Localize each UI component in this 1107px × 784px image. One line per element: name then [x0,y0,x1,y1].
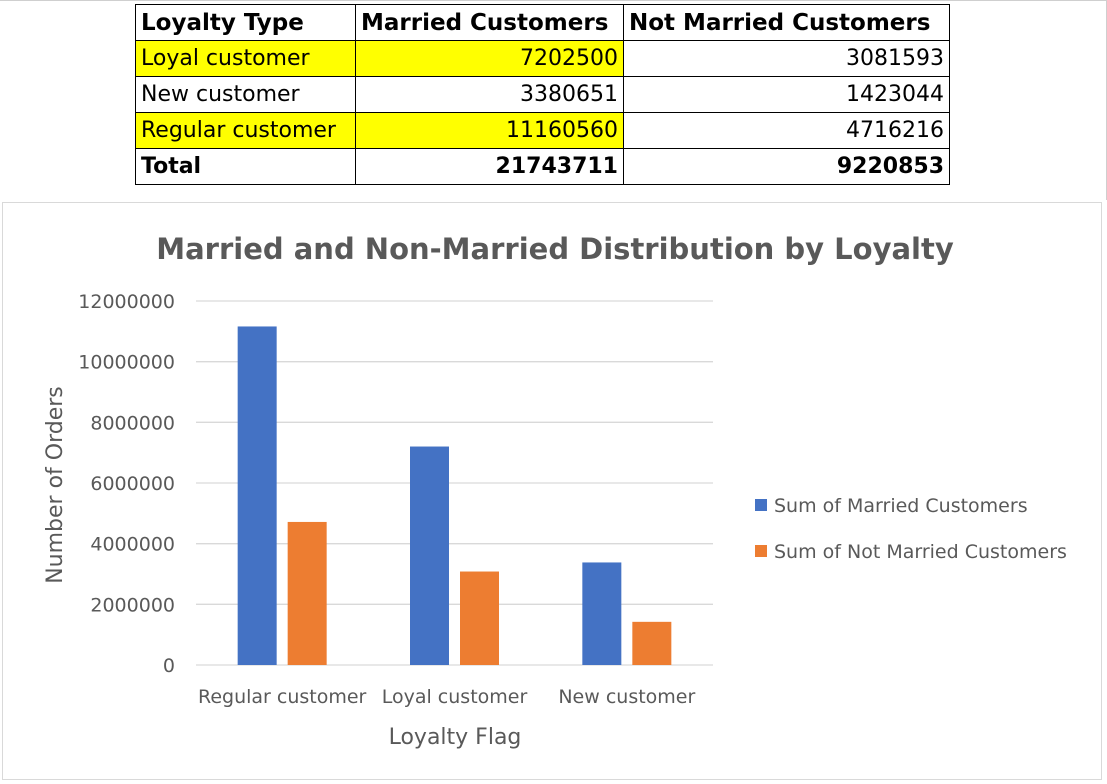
bar[interactable] [460,571,499,665]
table-header-row: Loyalty Type Married Customers Not Marri… [135,4,950,41]
loyalty-table: Loyalty Type Married Customers Not Marri… [135,4,950,185]
x-axis-title: Loyalty Flag [389,725,522,750]
x-tick-label: New customer [558,686,695,708]
cell-total-married[interactable]: 21743711 [355,148,624,185]
y-tick-label: 2000000 [90,594,175,616]
cell-total-label[interactable]: Total [135,148,356,185]
bar[interactable] [287,521,327,665]
legend-swatch [755,545,767,557]
y-axis-title: Number of Orders [43,386,68,584]
chart-area[interactable]: Married and Non-Married Distribution by … [2,202,1102,780]
y-tick-label: 4000000 [90,534,175,556]
y-tick-label: 8000000 [90,412,175,434]
cell-label[interactable]: Loyal customer [135,40,356,77]
cell-not-married[interactable]: 3081593 [623,40,950,77]
legend-label: Sum of Married Customers [774,495,1028,517]
header-married[interactable]: Married Customers [355,4,624,41]
bar[interactable] [632,621,672,665]
table-row: Loyal customer 7202500 3081593 [135,40,950,77]
y-tick-label: 12000000 [78,291,175,313]
cell-not-married[interactable]: 4716216 [623,112,950,149]
cell-label[interactable]: Regular customer [135,112,356,149]
y-tick-label: 10000000 [78,352,175,374]
x-tick-label: Regular customer [198,686,367,708]
cell-married[interactable]: 7202500 [355,40,624,77]
cell-not-married[interactable]: 1423044 [623,76,950,113]
legend-swatch [755,499,767,511]
header-loyalty-type[interactable]: Loyalty Type [135,4,356,41]
cell-label[interactable]: New customer [135,76,356,113]
y-tick-label: 0 [163,655,175,677]
cell-married[interactable]: 3380651 [355,76,624,113]
bar-chart: Married and Non-Married Distribution by … [43,232,1067,750]
table-row: New customer 3380651 1423044 [135,76,950,113]
x-tick-label: Loyal customer [382,686,528,708]
legend-label: Sum of Not Married Customers [774,541,1067,563]
bar[interactable] [237,326,277,665]
table-total-row: Total 21743711 9220853 [135,148,950,185]
bar[interactable] [582,562,622,665]
sheet-top-border [0,0,1107,1]
bar[interactable] [410,446,449,665]
cell-married[interactable]: 11160560 [355,112,624,149]
table-row: Regular customer 11160560 4716216 [135,112,950,149]
chart-title: Married and Non-Married Distribution by … [156,232,954,266]
header-not-married[interactable]: Not Married Customers [623,4,950,41]
y-tick-label: 6000000 [90,473,175,495]
cell-total-not-married[interactable]: 9220853 [623,148,950,185]
